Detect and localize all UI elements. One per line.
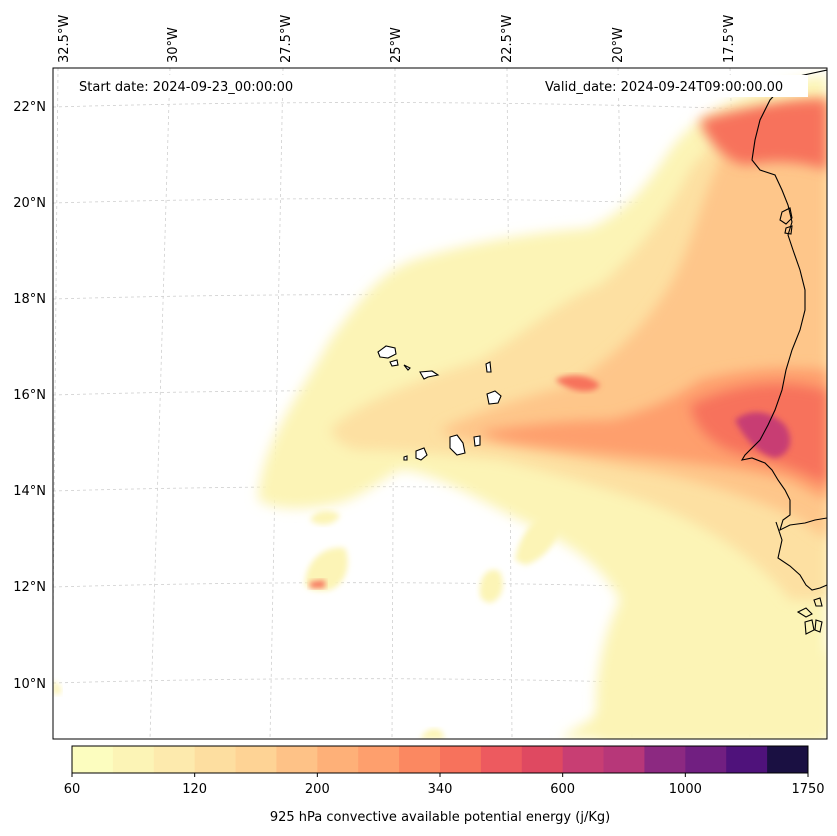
lon-tick-label: 27.5°W [279, 15, 294, 63]
lon-tick-label: 22.5°W [500, 15, 515, 63]
colorbar-tick-label: 340 [428, 782, 453, 797]
colorbar-tick-label: 600 [550, 782, 575, 797]
colorbar-tick-label: 1750 [791, 782, 824, 797]
colorbar-segment [194, 746, 237, 773]
colorbar [72, 746, 809, 773]
lon-tick-label: 32.5°W [57, 15, 72, 63]
lat-tick-label: 12°N [13, 580, 46, 595]
cape-field [53, 75, 827, 739]
island-maio [473, 435, 481, 447]
colorbar-tick-label: 120 [182, 782, 207, 797]
colorbar-segment [276, 746, 318, 773]
start-date-label: Start date: 2024-09-23_00:00:00 [79, 80, 293, 95]
island-sal [485, 361, 492, 373]
lon-tick-label: 17.5°W [722, 15, 737, 63]
colorbar-segment [153, 746, 196, 773]
colorbar-segment [440, 746, 482, 773]
island-santa-luzia [403, 364, 411, 371]
colorbar-segment [317, 746, 359, 773]
island-santo-antao [377, 345, 397, 359]
colorbar-segment [480, 746, 523, 773]
colorbar-segment [235, 746, 277, 773]
island-brava [403, 455, 408, 461]
island-santiago [449, 434, 466, 456]
colorbar-segment [562, 746, 605, 773]
lon-tick-label: 30°W [166, 27, 181, 63]
lat-tick-label: 16°N [13, 388, 46, 403]
island-fogo [415, 447, 428, 461]
lat-tick-label: 10°N [13, 677, 46, 692]
lat-tick-label: 14°N [13, 484, 46, 499]
island-sao-vicente [389, 359, 399, 367]
colorbar-segment [726, 746, 768, 773]
coastlines [377, 69, 827, 635]
island-boa-vista [486, 390, 502, 405]
lat-tick-label: 20°N [13, 196, 46, 211]
lon-tick-label: 25°W [389, 27, 404, 63]
africa-coastline [740, 69, 827, 532]
colorbar-segment [603, 746, 645, 773]
longitude-tick-labels: 32.5°W 30°W 27.5°W 25°W 22.5°W 20°W 17.5°W [57, 15, 737, 63]
colorbar-tick-label: 200 [305, 782, 330, 797]
colorbar-tick-labels: 60 120 200 340 600 1000 1750 [64, 773, 825, 797]
colorbar-segment [521, 746, 564, 773]
lat-tick-label: 18°N [13, 292, 46, 307]
colorbar-segment [399, 746, 441, 773]
colorbar-segment [72, 746, 114, 773]
lat-tick-label: 22°N [13, 100, 46, 115]
colorbar-label: 925 hPa convective available potential e… [270, 810, 610, 825]
colorbar-segment [358, 746, 400, 773]
lon-tick-label: 20°W [611, 27, 626, 63]
colorbar-segment [685, 746, 727, 773]
latitude-tick-labels: 22°N 20°N 18°N 16°N 14°N 12°N 10°N [13, 100, 46, 692]
colorbar-segment [644, 746, 686, 773]
colorbar-tick-label: 1000 [669, 782, 702, 797]
island-sao-nicolau [419, 370, 440, 380]
colorbar-segment [767, 746, 809, 773]
colorbar-tick-label: 60 [64, 782, 81, 797]
valid-date-label: Valid_date: 2024-09-24T09:00:00.00 [545, 80, 783, 95]
colorbar-segment [112, 746, 155, 773]
